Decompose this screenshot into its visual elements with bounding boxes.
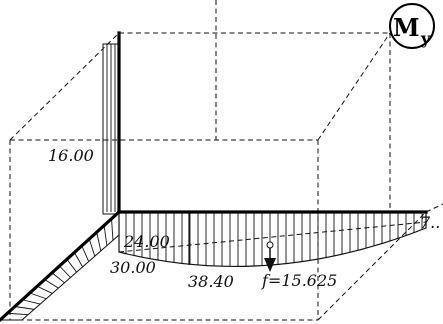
hatch-line (111, 218, 114, 241)
structure-members (0, 31, 428, 323)
right-end-value: 7.. (420, 213, 440, 232)
hatch-line (36, 285, 53, 294)
sag-arrow-icon (264, 241, 276, 272)
hatch-line (59, 265, 71, 278)
hatch-line (7, 312, 29, 316)
hatch-line (66, 258, 77, 273)
hatch-line (81, 245, 90, 262)
diagram-title-badge: M y (389, 3, 435, 49)
column-moment-area (102, 43, 120, 215)
sag-value: f=15.625 (261, 271, 337, 290)
beam-mid-value: 38.40 (188, 272, 234, 291)
column-top-value: 16.00 (48, 146, 94, 165)
title-main: M (393, 13, 420, 42)
beam-end-lower-value: 30.00 (110, 258, 156, 277)
beam-end-upper-value: 24.00 (123, 232, 170, 251)
hatch-line (73, 252, 84, 268)
hatch-line (14, 306, 35, 310)
hatch-line (44, 279, 59, 289)
hatch-line (22, 299, 41, 305)
hatch-line (51, 272, 65, 284)
hatch-line (96, 232, 102, 252)
hatch-line (29, 292, 47, 300)
hatch-line (88, 238, 96, 257)
hatch-line (103, 225, 108, 246)
title-subscript: y (420, 29, 431, 48)
